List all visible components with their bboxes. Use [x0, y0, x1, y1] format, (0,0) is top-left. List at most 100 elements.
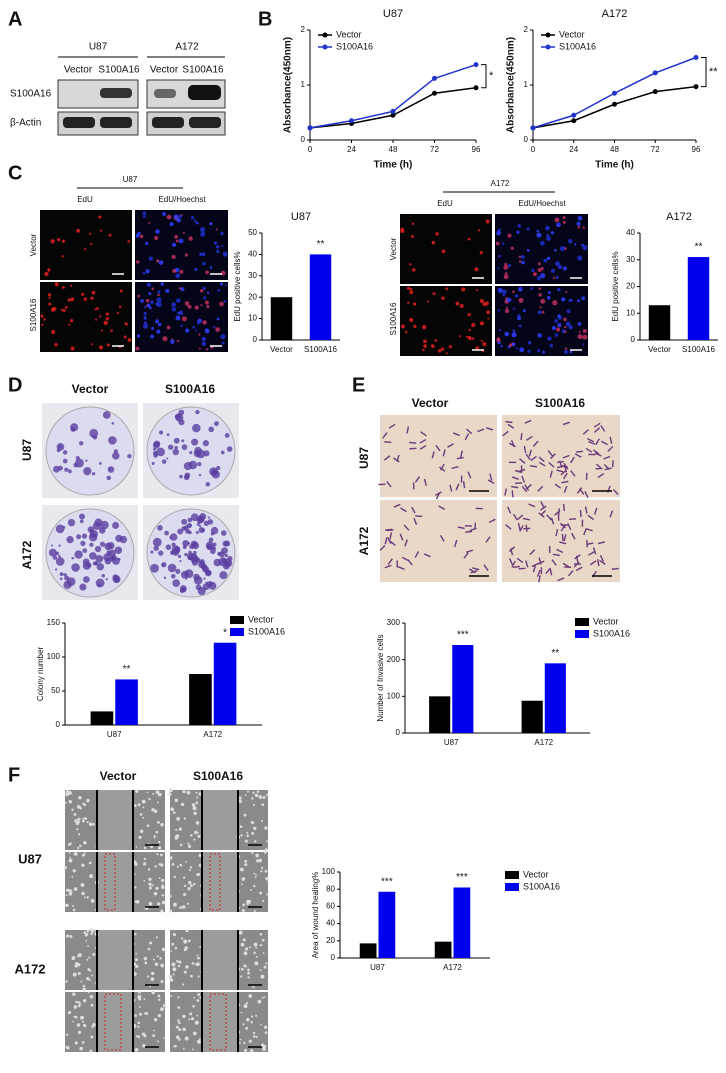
cell	[251, 851, 254, 855]
cell	[248, 1039, 252, 1043]
cell	[451, 466, 459, 470]
texture	[479, 298, 485, 304]
texture	[150, 300, 154, 304]
x-tick-label: 0	[308, 145, 313, 154]
cell	[143, 1012, 146, 1015]
cell	[470, 569, 478, 574]
cell	[463, 552, 469, 559]
chart-title: U87	[383, 8, 403, 20]
x-tick-label: 0	[531, 145, 536, 154]
colony	[62, 450, 68, 455]
cell	[192, 806, 197, 811]
cell	[511, 560, 516, 568]
dish	[45, 508, 135, 598]
texture	[54, 282, 59, 287]
cell	[160, 963, 165, 968]
cell	[383, 455, 391, 461]
texture	[539, 306, 542, 309]
cell	[155, 936, 158, 939]
cell	[546, 514, 552, 521]
cell	[92, 822, 95, 826]
texture	[207, 291, 210, 295]
texture	[184, 301, 190, 306]
texture	[98, 345, 104, 350]
cell	[66, 934, 70, 938]
cell	[584, 506, 588, 514]
cell	[148, 901, 153, 906]
cell	[142, 816, 145, 819]
cell	[245, 1026, 249, 1030]
texture	[206, 304, 210, 309]
colony	[184, 552, 188, 557]
cell	[88, 979, 91, 981]
y-tick-label: 1	[301, 80, 306, 89]
texture	[198, 347, 201, 350]
colony	[83, 467, 92, 476]
texture	[582, 343, 585, 346]
cell	[72, 972, 77, 977]
cell	[82, 999, 87, 1003]
cell	[411, 506, 416, 514]
cell	[83, 1023, 87, 1028]
cell	[182, 876, 186, 879]
cell	[148, 882, 152, 886]
texture	[508, 298, 512, 302]
colony	[161, 459, 167, 464]
cell	[92, 952, 96, 956]
y-tick-label: 150	[47, 618, 61, 627]
cell	[243, 1048, 248, 1052]
x-tick-label: S100A16	[304, 345, 337, 354]
cell	[504, 488, 507, 496]
micrograph	[400, 286, 492, 356]
cell	[188, 881, 192, 885]
texture	[409, 263, 412, 266]
texture	[561, 297, 566, 302]
colony	[188, 550, 192, 554]
colony	[163, 576, 167, 580]
annotation: ***	[456, 872, 468, 883]
cell	[538, 461, 546, 467]
colony	[89, 542, 94, 547]
cell	[81, 853, 85, 857]
cell	[389, 540, 396, 547]
cell	[603, 463, 610, 470]
cell	[523, 527, 531, 530]
colony	[182, 539, 189, 547]
cell	[507, 423, 515, 429]
cell	[525, 560, 529, 568]
cell	[75, 821, 80, 826]
cell	[143, 998, 146, 1001]
texture	[406, 286, 411, 291]
y-axis-label: Colony number	[36, 647, 45, 702]
colony	[207, 581, 213, 587]
colony	[189, 451, 193, 455]
colony	[92, 561, 97, 566]
cell	[611, 567, 619, 570]
cell	[607, 445, 614, 452]
texture	[482, 342, 487, 347]
cell	[182, 1047, 185, 1050]
band	[154, 89, 176, 98]
texture	[127, 240, 131, 243]
y-tick-label: 0	[331, 953, 336, 962]
texture	[171, 307, 177, 312]
cell	[182, 1027, 186, 1032]
cell	[388, 423, 396, 429]
cell	[404, 539, 408, 547]
annotation: **	[123, 664, 131, 675]
texture	[526, 227, 530, 231]
cell	[172, 933, 176, 937]
panel-letter: C	[8, 162, 22, 184]
cell	[196, 1014, 199, 1017]
colony	[79, 513, 86, 520]
cell	[152, 792, 155, 795]
y-tick-label: 20	[626, 282, 635, 291]
colony	[205, 481, 211, 487]
cell	[82, 987, 87, 992]
cell	[196, 999, 200, 1002]
cell	[519, 525, 524, 532]
texture	[582, 226, 585, 229]
cell	[389, 532, 393, 540]
texture	[221, 341, 225, 345]
cell	[191, 1017, 195, 1021]
